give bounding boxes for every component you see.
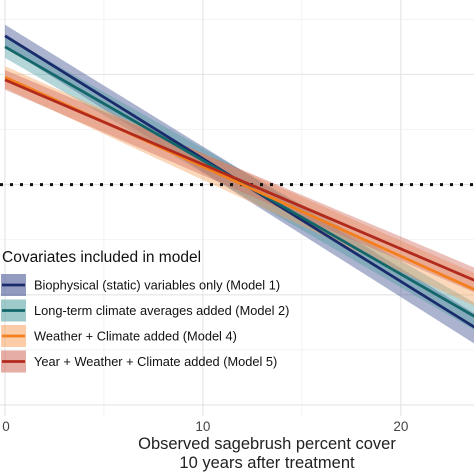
legend-items: Biophysical (static) variables only (Mod… — [1, 274, 289, 373]
legend-title: Covariates included in model — [2, 249, 201, 266]
plot-panel — [0, 0, 474, 416]
legend-label: Biophysical (static) variables only (Mod… — [34, 278, 280, 293]
x-axis-ticks: 0 10 20 — [2, 419, 408, 434]
series-lines — [4, 34, 474, 329]
series-line — [4, 78, 474, 282]
grid-lines — [0, 0, 474, 416]
x-axis-label: Observed sagebrush percent cover — [138, 435, 396, 453]
x-tick-label: 0 — [2, 419, 10, 434]
x-axis-label-line2: 10 years after treatment — [179, 454, 355, 472]
confidence-band — [5, 66, 474, 306]
legend-label: Year + Weather + Climate added (Model 5) — [34, 354, 277, 369]
x-tick-label: 20 — [393, 419, 408, 434]
x-tick-label: 10 — [195, 419, 210, 434]
legend-label: Long-term climate averages added (Model … — [34, 303, 289, 318]
legend: Covariates included in model Biophysical… — [1, 249, 289, 373]
legend-label: Weather + Climate added (Model 4) — [34, 329, 237, 344]
